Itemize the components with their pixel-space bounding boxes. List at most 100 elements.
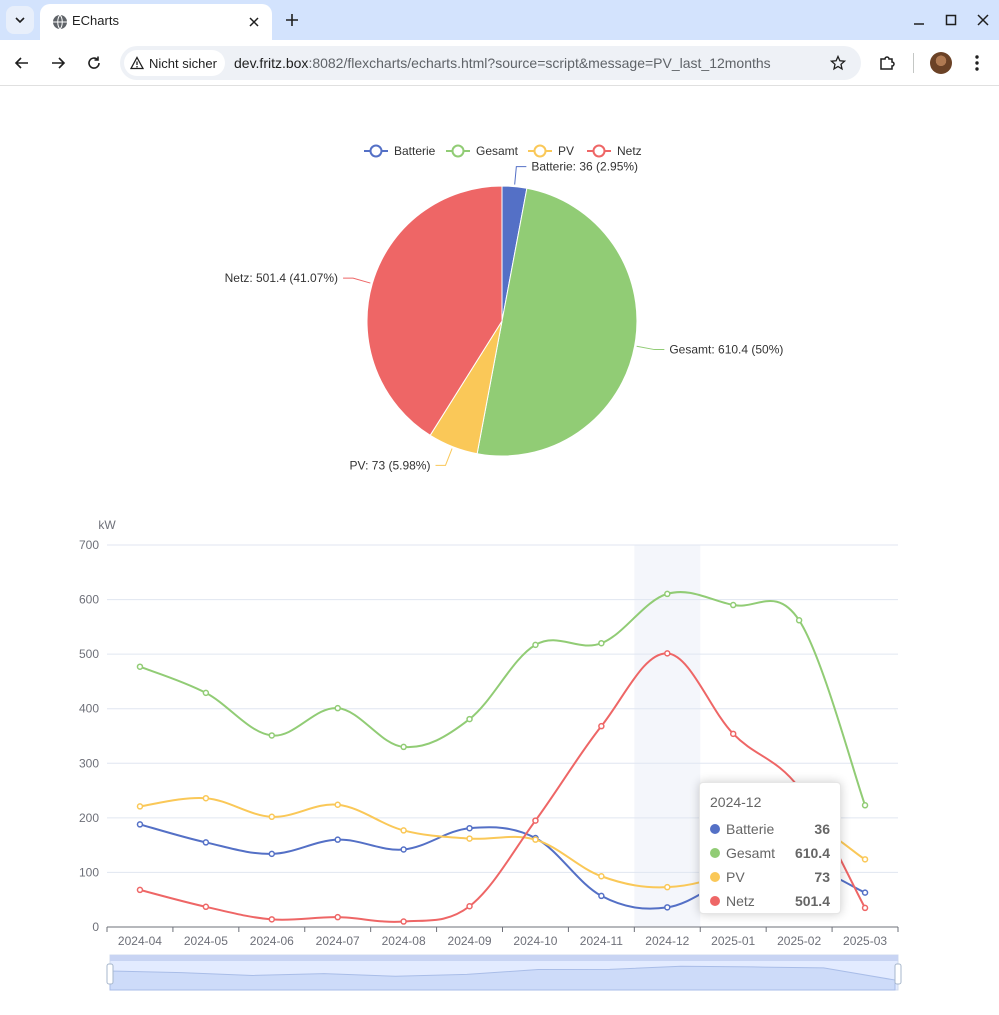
security-chip[interactable]: Nicht sicher: [124, 50, 225, 76]
data-point[interactable]: [598, 722, 605, 730]
chart-area: Batterie Gesamt PV Netz Batterie: 36 (2.95%…: [0, 87, 999, 1010]
data-point[interactable]: [861, 904, 869, 912]
legend-item-pv[interactable]: PV: [528, 144, 574, 158]
datazoom-move-handle[interactable]: [110, 955, 898, 961]
forward-button[interactable]: [46, 51, 70, 75]
data-point[interactable]: [532, 817, 539, 824]
pie-label-gesamt: Gesamt: 610.4 (50%): [669, 343, 783, 357]
data-point[interactable]: [598, 892, 605, 900]
data-point[interactable]: [861, 889, 869, 896]
close-window-button[interactable]: [973, 10, 993, 30]
x-tick-label: 2025-01: [711, 934, 755, 948]
data-point[interactable]: [268, 850, 276, 858]
tooltip-row: PV 73: [710, 865, 830, 889]
legend-item-batterie[interactable]: Batterie: [364, 144, 436, 158]
data-point[interactable]: [136, 663, 144, 670]
data-point[interactable]: [861, 802, 869, 809]
data-point[interactable]: [202, 794, 210, 802]
y-tick-label: 0: [92, 920, 99, 934]
y-tick-label: 100: [79, 865, 99, 879]
pie-label-line: [343, 277, 371, 284]
data-point[interactable]: [861, 856, 869, 863]
data-point[interactable]: [664, 650, 671, 657]
tooltip-series-name: Gesamt: [726, 845, 776, 861]
url-host: dev.fritz.box: [234, 55, 309, 71]
tooltip-series-value: 501.4: [794, 893, 830, 909]
tooltip-title: 2024-12: [710, 794, 762, 810]
tooltip-series-name: PV: [726, 869, 745, 885]
series-dot-batterie: [710, 824, 720, 834]
new-tab-button[interactable]: [282, 10, 302, 30]
x-tick-label: 2025-03: [843, 934, 887, 948]
series-dot-netz: [710, 896, 720, 906]
pie-label-netz: Netz: 501.4 (41.07%): [225, 271, 338, 285]
data-point[interactable]: [202, 689, 210, 697]
maximize-button[interactable]: [941, 10, 961, 30]
data-point[interactable]: [532, 641, 539, 649]
extensions-button[interactable]: [875, 51, 899, 75]
data-point[interactable]: [334, 913, 341, 921]
datazoom-handle-left[interactable]: [106, 963, 114, 985]
data-point[interactable]: [334, 836, 341, 843]
data-point[interactable]: [466, 903, 473, 910]
close-icon: [249, 17, 259, 27]
tab-title: ECharts: [72, 13, 119, 28]
data-point[interactable]: [795, 617, 803, 624]
avatar[interactable]: [930, 52, 952, 74]
url-path: :8082/flexcharts/echarts.html?source=scr…: [308, 55, 771, 71]
reload-button[interactable]: [82, 51, 106, 75]
data-point[interactable]: [598, 639, 605, 647]
legend-marker: [533, 144, 547, 158]
data-point[interactable]: [268, 813, 276, 821]
data-point[interactable]: [466, 715, 473, 723]
x-tick-label: 2024-07: [316, 934, 360, 948]
data-point[interactable]: [729, 730, 737, 738]
tooltip-series-value: 36: [814, 821, 830, 837]
data-point[interactable]: [268, 916, 276, 923]
menu-button[interactable]: [965, 51, 989, 75]
legend-item-netz[interactable]: Netz: [587, 144, 642, 158]
data-point[interactable]: [664, 904, 671, 911]
data-point[interactable]: [136, 886, 144, 894]
data-point[interactable]: [400, 846, 407, 853]
x-tick-label: 2024-05: [184, 934, 228, 948]
pie-label-batterie: Batterie: 36 (2.95%): [531, 160, 638, 174]
browser-tab[interactable]: ECharts: [40, 4, 272, 40]
data-point[interactable]: [729, 601, 737, 609]
x-tick-label: 2024-10: [513, 934, 557, 948]
pie-slice-gesamt[interactable]: [476, 187, 638, 457]
data-point[interactable]: [466, 824, 473, 832]
series-dot-gesamt: [710, 848, 720, 858]
data-point[interactable]: [466, 835, 473, 842]
security-label: Nicht sicher: [149, 55, 217, 71]
bookmark-button[interactable]: [827, 52, 849, 74]
data-point[interactable]: [532, 836, 539, 843]
url-text[interactable]: dev.fritz.box:8082/flexcharts/echarts.ht…: [234, 55, 771, 71]
minimize-button[interactable]: [909, 10, 929, 30]
pie-slice-netz[interactable]: [366, 185, 503, 436]
datazoom-handle-right[interactable]: [894, 963, 902, 985]
y-tick-label: 400: [79, 702, 99, 716]
data-point[interactable]: [334, 801, 341, 809]
data-point[interactable]: [400, 743, 407, 751]
back-button[interactable]: [10, 51, 34, 75]
data-point[interactable]: [202, 839, 210, 846]
data-point[interactable]: [400, 827, 407, 834]
data-point[interactable]: [202, 903, 210, 911]
axis-pointer-shadow: [634, 545, 701, 927]
tab-close-button[interactable]: [244, 12, 264, 32]
data-point[interactable]: [598, 872, 605, 880]
data-point[interactable]: [136, 803, 144, 810]
warning-icon: [130, 56, 144, 70]
data-point[interactable]: [136, 821, 144, 828]
legend-item-gesamt[interactable]: Gesamt: [446, 144, 519, 158]
data-point[interactable]: [268, 732, 276, 739]
address-bar[interactable]: Nicht sicher dev.fritz.box:8082/flexchar…: [120, 46, 861, 80]
legend-label: PV: [558, 144, 574, 158]
tab-search-button[interactable]: [6, 6, 34, 34]
data-point[interactable]: [334, 704, 341, 712]
data-point[interactable]: [400, 918, 407, 925]
x-tick-label: 2025-02: [777, 934, 821, 948]
data-point[interactable]: [664, 590, 671, 598]
data-point[interactable]: [664, 883, 671, 891]
